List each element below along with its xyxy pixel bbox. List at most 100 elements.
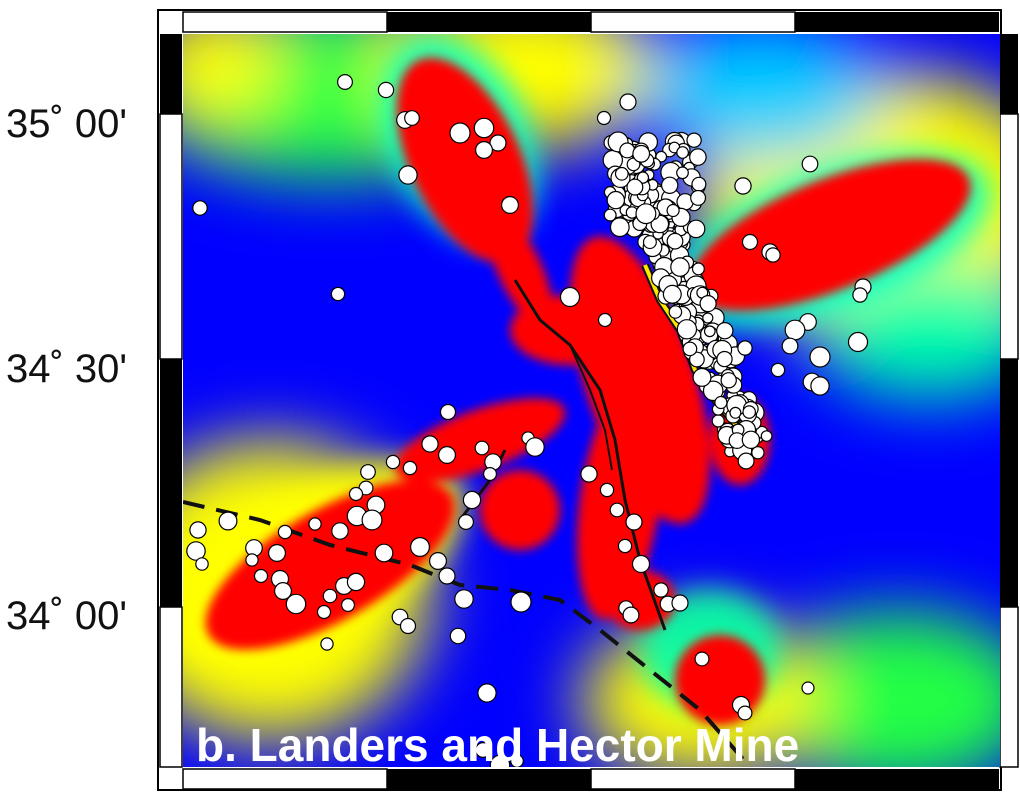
event-marker <box>690 189 707 206</box>
event-marker <box>609 217 630 238</box>
event-marker <box>702 312 714 324</box>
event-marker <box>742 405 756 419</box>
event-marker <box>653 582 669 598</box>
event-marker <box>847 331 869 353</box>
event-marker <box>473 117 495 139</box>
event-marker <box>714 395 728 410</box>
event-marker <box>676 146 689 159</box>
event-marker <box>702 380 724 402</box>
event-marker <box>399 617 417 635</box>
event-marker <box>622 606 640 624</box>
event-marker <box>192 200 208 216</box>
event-marker <box>666 203 680 218</box>
event-marker <box>348 486 364 502</box>
event-marker <box>699 295 717 313</box>
event-marker <box>691 176 707 192</box>
event-marker <box>274 581 293 600</box>
event-marker <box>671 594 689 612</box>
event-marker <box>676 319 698 340</box>
event-marker <box>474 440 490 456</box>
event-marker <box>662 284 682 304</box>
event-marker <box>711 414 725 428</box>
event-marker <box>631 554 651 574</box>
event-marker <box>402 460 418 476</box>
event-marker <box>361 509 383 531</box>
event-marker <box>810 376 830 396</box>
event-marker <box>410 536 431 557</box>
event-marker <box>438 446 457 465</box>
event-marker <box>489 134 507 152</box>
event-marker <box>626 178 644 196</box>
event-marker <box>580 465 598 483</box>
event-marker <box>642 235 657 250</box>
aftershock-events <box>186 73 872 767</box>
latitude-label-34-30: 34˚ 30' <box>6 347 128 391</box>
event-marker <box>682 341 698 357</box>
event-marker <box>462 490 482 510</box>
event-marker <box>189 521 207 539</box>
event-marker <box>606 190 626 210</box>
event-marker <box>694 651 710 667</box>
event-marker <box>597 312 613 328</box>
event-marker <box>316 604 332 620</box>
event-marker <box>341 597 356 612</box>
event-marker <box>760 430 773 443</box>
event-marker <box>619 93 637 111</box>
event-marker <box>689 351 705 368</box>
event-marker <box>625 513 643 531</box>
event-marker <box>421 435 439 453</box>
event-marker <box>703 325 716 338</box>
event-marker <box>734 177 752 195</box>
event-marker <box>686 132 702 148</box>
event-marker <box>475 141 494 160</box>
event-marker <box>308 517 322 531</box>
event-marker <box>218 511 238 531</box>
event-marker <box>661 176 679 194</box>
stress-change-field <box>183 34 1000 767</box>
event-marker <box>510 591 532 613</box>
event-marker <box>510 754 524 767</box>
event-marker <box>676 166 689 180</box>
event-marker <box>765 247 781 263</box>
event-marker <box>374 543 394 563</box>
event-marker <box>501 196 520 215</box>
event-marker <box>809 346 831 368</box>
event-marker <box>477 683 497 703</box>
event-marker <box>670 257 690 277</box>
event-marker <box>360 464 376 480</box>
event-marker <box>525 437 545 457</box>
event-marker <box>245 553 259 567</box>
event-marker <box>277 524 293 540</box>
event-marker <box>770 362 786 378</box>
event-marker <box>330 286 346 302</box>
event-marker <box>559 286 581 308</box>
event-marker <box>729 406 742 419</box>
event-marker <box>331 522 349 540</box>
event-marker <box>720 372 737 389</box>
event-marker <box>337 73 354 90</box>
event-marker <box>692 367 712 387</box>
event-marker <box>741 233 759 251</box>
event-marker <box>458 513 475 530</box>
map-title: b. Landers and Hector Mine <box>196 719 800 771</box>
event-marker <box>737 705 753 721</box>
event-marker <box>320 637 334 651</box>
event-marker <box>686 219 706 239</box>
event-marker <box>619 142 636 159</box>
event-marker <box>398 165 418 185</box>
event-marker <box>285 593 307 615</box>
event-marker <box>346 572 366 592</box>
event-marker <box>716 322 734 340</box>
latitude-label-34-00: 34˚ 00' <box>6 594 128 638</box>
event-marker <box>614 166 629 181</box>
event-marker <box>741 430 761 449</box>
event-marker <box>475 741 492 758</box>
latitude-label-35-00: 35˚ 00' <box>6 102 128 146</box>
event-marker <box>801 155 819 173</box>
event-marker <box>596 110 612 126</box>
event-marker <box>737 340 753 356</box>
event-marker <box>617 538 633 554</box>
event-marker <box>268 543 287 562</box>
event-marker <box>781 337 799 355</box>
